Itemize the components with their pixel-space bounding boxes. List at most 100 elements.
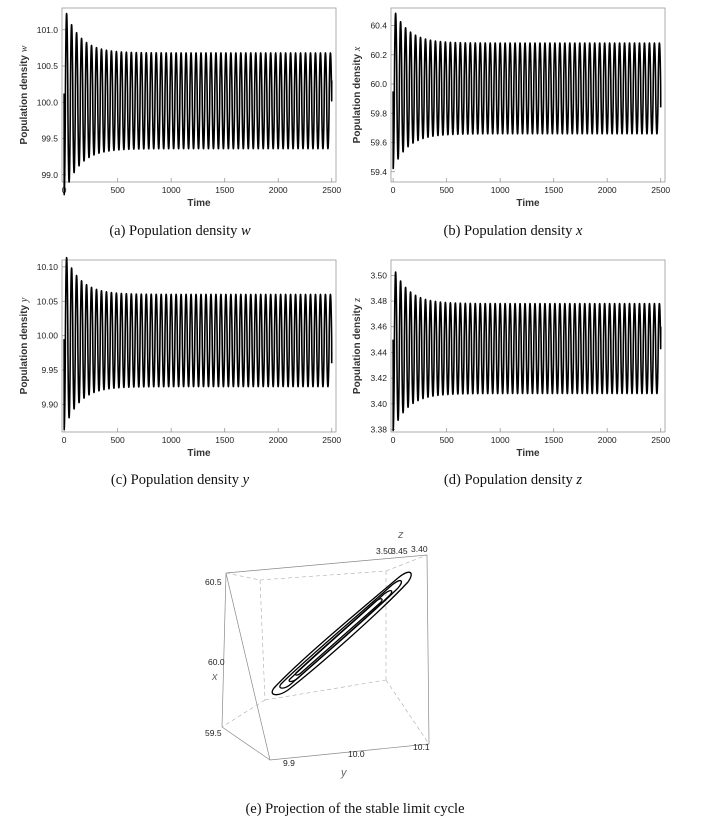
panel-a-series-line — [63, 12, 333, 196]
panel-d-y-tick-label: 3.44 — [370, 347, 387, 357]
panel-b-x-tick-label: 1000 — [491, 185, 510, 195]
panel-c-x-ticks: 0 500 1000 1500 2000 2500 — [62, 428, 341, 445]
panel-b-y-axis-label: Population density x — [352, 46, 363, 143]
panel-e-box-hidden-edge — [259, 579, 266, 701]
panel-a-plot-frame — [61, 7, 337, 183]
panel-d-y-tick-label: 3.46 — [370, 322, 387, 332]
panel-b-x-tick-label: 1500 — [544, 185, 563, 195]
panel-c-x-tick-label: 1500 — [215, 435, 234, 445]
panel-c-y-tick-label: 9.95 — [41, 365, 58, 375]
panel-c-plot-frame — [61, 259, 337, 433]
panel-c-series-line — [63, 256, 333, 431]
panel-e-y-tick-label: 9.9 — [283, 758, 295, 768]
panel-c-y-tick-label: 9.90 — [41, 399, 58, 409]
panel-a-y-tick-label: 100.0 — [37, 97, 59, 107]
panel-e-box-hidden-edge — [385, 679, 430, 745]
panel-b-y-tick-label: 60.2 — [370, 50, 387, 60]
panel-d-y-tick-label: 3.50 — [370, 270, 387, 280]
panel-b-population-x: 59.4 59.6 59.8 60.0 60.2 60.4 0 500 1000 1500 200… — [352, 7, 670, 239]
panel-b-y-tick-label: 59.4 — [370, 167, 387, 177]
panel-a-y-tick-label: 100.5 — [37, 61, 59, 71]
panel-d-series-line — [392, 271, 662, 432]
panel-b-plot-frame — [390, 7, 666, 183]
panel-b-y-tick-label: 59.6 — [370, 138, 387, 148]
panel-b-y-tick-label: 59.8 — [370, 108, 387, 118]
panel-d-y-tick-label: 3.40 — [370, 399, 387, 409]
panel-b-series-line — [392, 12, 662, 170]
panel-d-x-tick-label: 0 — [391, 435, 396, 445]
panel-e-orbit-outer — [271, 571, 412, 696]
panel-a-y-tick-label: 99.5 — [41, 134, 58, 144]
panel-e-orbit-inner — [288, 590, 393, 683]
panel-a-x-tick-label: 2500 — [322, 185, 341, 195]
panel-a-caption: (a) Population density w — [109, 223, 251, 239]
panel-c-y-ticks: 9.90 9.95 10.00 10.05 10.10 — [37, 262, 66, 409]
panel-b-y-tick-label: 60.0 — [370, 79, 387, 89]
panel-e-box-hidden-edge — [221, 699, 266, 728]
panel-e-limit-cycle-3d: 60.5 60.0 59.5 9.9 10.0 10.1 3.50 3.45 3… — [205, 529, 465, 817]
panel-c-x-axis-label: Time — [187, 448, 211, 459]
panel-b-x-tick-label: 500 — [440, 185, 454, 195]
panel-e-box-hidden-edge — [385, 554, 428, 572]
panel-b-y-tick-label: 60.4 — [370, 21, 387, 31]
panel-d-population-z: 3.38 3.40 3.42 3.44 3.46 3.48 3.50 0 500 1000 150… — [352, 259, 670, 488]
panel-d-plot-frame — [390, 259, 666, 433]
panel-d-x-tick-label: 1000 — [491, 435, 510, 445]
panel-d-x-axis-label: Time — [516, 448, 540, 459]
panel-c-x-tick-label: 500 — [111, 435, 125, 445]
panel-c-x-tick-label: 0 — [62, 435, 67, 445]
panel-c-x-tick-label: 1000 — [162, 435, 181, 445]
panel-d-caption: (d) Population density z — [444, 472, 583, 488]
panel-e-box-bottom-left-edge — [221, 726, 271, 761]
panel-e-x-axis-label: x — [211, 671, 218, 683]
panel-c-population-y: 9.90 9.95 10.00 10.05 10.10 0 500 1000 1500 2000… — [19, 256, 341, 488]
panel-e-box-hidden-edge — [259, 570, 387, 581]
panel-e-x-tick-label: 60.0 — [208, 657, 225, 667]
panel-a-x-axis-label: Time — [187, 198, 211, 209]
panel-e-y-tick-label: 10.1 — [413, 742, 430, 752]
panel-c-y-tick-label: 10.05 — [37, 296, 59, 306]
panel-e-orbit-middle — [279, 579, 403, 689]
panel-c-caption: (c) Population density y — [111, 472, 250, 488]
panel-d-x-tick-label: 2000 — [598, 435, 617, 445]
panel-b-x-tick-label: 2000 — [598, 185, 617, 195]
panel-e-z-tick-label: 3.45 — [391, 546, 408, 556]
panel-a-x-ticks: 0 500 1000 1500 2000 2500 — [62, 178, 341, 195]
panel-e-caption: (e) Projection of the stable limit cycle — [245, 801, 464, 817]
panel-b-x-tick-label: 0 — [391, 185, 396, 195]
panel-e-z-tick-label: 3.40 — [411, 544, 428, 554]
panel-d-x-ticks: 0 500 1000 1500 2000 2500 — [391, 428, 670, 445]
panel-a-x-tick-label: 500 — [111, 185, 125, 195]
panel-e-z-tick-label: 3.50 — [376, 546, 393, 556]
panel-c-y-tick-label: 10.10 — [37, 262, 59, 272]
panel-a-x-tick-label: 1000 — [162, 185, 181, 195]
panel-e-y-tick-label: 10.0 — [348, 749, 365, 759]
panel-e-y-axis-label: y — [340, 767, 348, 779]
panel-c-x-tick-label: 2500 — [322, 435, 341, 445]
panel-a-y-tick-label: 99.0 — [41, 170, 58, 180]
panel-d-y-tick-label: 3.48 — [370, 296, 387, 306]
panel-d-x-tick-label: 500 — [440, 435, 454, 445]
panel-b-x-axis-label: Time — [516, 198, 540, 209]
panel-a-y-axis-label: Population density w — [19, 45, 30, 144]
panel-e-x-tick-label: 59.5 — [205, 728, 222, 738]
panel-b-x-tick-label: 2500 — [651, 185, 670, 195]
panel-b-caption: (b) Population density x — [444, 223, 584, 239]
panel-a-y-tick-label: 101.0 — [37, 25, 59, 35]
panel-c-y-axis-label: Population density y — [19, 297, 30, 394]
panel-c-x-tick-label: 2000 — [269, 435, 288, 445]
panel-e-box-hidden-edge — [264, 679, 387, 701]
panel-a-x-tick-label: 1500 — [215, 185, 234, 195]
panel-e-x-tick-label: 60.5 — [205, 577, 222, 587]
panel-d-y-axis-label: Population density z — [352, 298, 363, 394]
panel-a-x-tick-label: 2000 — [269, 185, 288, 195]
panel-d-y-tick-label: 3.38 — [370, 424, 387, 434]
panel-e-limit-cycle — [271, 571, 412, 696]
panel-e-orbit-transient — [294, 598, 383, 676]
panel-c-y-tick-label: 10.00 — [37, 331, 59, 341]
panel-e-box-hidden-edge — [225, 572, 261, 581]
panel-d-x-tick-label: 2500 — [651, 435, 670, 445]
panel-e-box-left-edge — [221, 572, 227, 728]
